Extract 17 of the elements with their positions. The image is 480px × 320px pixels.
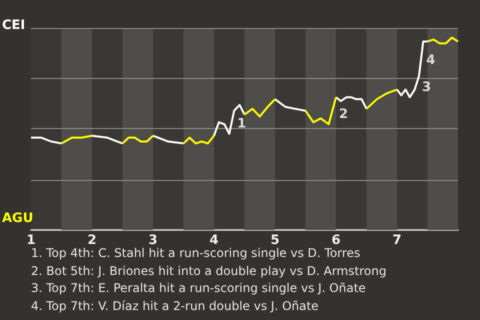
x-tick-label: 7 (392, 233, 402, 248)
annotation: 3 (422, 80, 432, 96)
text: AGU (2, 211, 34, 226)
x-tick-label: 3 (148, 233, 158, 248)
annotation: 1 (237, 116, 246, 132)
x-tick-label: 1 (26, 233, 36, 248)
x-tick-label: 6 (331, 233, 341, 248)
text: 2. Bot 5th: J. Briones hit into a double play vs D. Armstrong (31, 262, 388, 280)
text: 1. Top 4th: C. Stahl hit a run-scoring single vs D. Torres (31, 246, 360, 260)
text: 3. Top 7th: E. Peralta hit a run-scoring single vs J. Oñate (31, 280, 367, 297)
x-tick-label: 5 (270, 233, 280, 248)
annotation: 4 (426, 53, 436, 68)
text: CEI (2, 18, 26, 33)
x-tick-label: 4 (209, 233, 219, 248)
x-tick-label: 2 (87, 233, 97, 248)
annotation: 2 (339, 107, 348, 122)
text: 4. Top 7th: V. Díaz hit a 2-run double vs J. Oñate (31, 298, 320, 314)
